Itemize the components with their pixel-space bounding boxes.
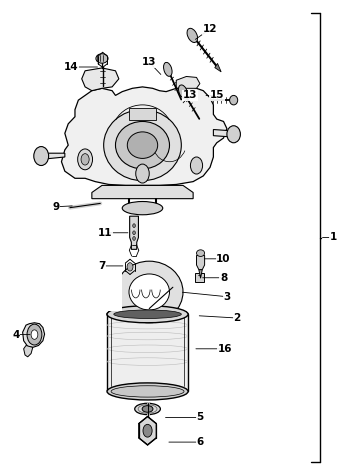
Ellipse shape <box>135 403 160 415</box>
Text: 1: 1 <box>330 232 337 243</box>
Bar <box>195 274 204 282</box>
Ellipse shape <box>187 28 198 42</box>
Ellipse shape <box>142 406 153 412</box>
Ellipse shape <box>197 250 205 256</box>
Text: 13: 13 <box>182 90 197 100</box>
Polygon shape <box>82 68 119 91</box>
Text: 2: 2 <box>233 313 241 323</box>
Text: 10: 10 <box>216 254 231 264</box>
Ellipse shape <box>104 110 181 180</box>
Text: 5: 5 <box>196 412 203 422</box>
Circle shape <box>81 154 89 165</box>
Text: 7: 7 <box>98 261 106 271</box>
Text: 3: 3 <box>223 292 231 302</box>
Ellipse shape <box>116 122 170 169</box>
Circle shape <box>143 424 152 437</box>
Circle shape <box>191 157 203 174</box>
Ellipse shape <box>230 95 238 105</box>
Polygon shape <box>41 153 65 159</box>
Ellipse shape <box>107 306 188 323</box>
Circle shape <box>133 224 135 228</box>
Ellipse shape <box>34 147 48 165</box>
Ellipse shape <box>127 132 158 158</box>
Circle shape <box>136 164 149 183</box>
Text: 12: 12 <box>203 24 217 34</box>
Bar <box>129 108 156 120</box>
Ellipse shape <box>107 308 188 321</box>
Polygon shape <box>139 417 156 445</box>
Text: 6: 6 <box>196 437 203 447</box>
Ellipse shape <box>116 261 183 323</box>
Polygon shape <box>213 130 234 137</box>
Text: 16: 16 <box>218 344 233 354</box>
Polygon shape <box>215 63 221 72</box>
Text: 13: 13 <box>142 57 157 67</box>
Ellipse shape <box>96 54 108 63</box>
Circle shape <box>78 149 93 170</box>
Ellipse shape <box>179 85 187 98</box>
Circle shape <box>31 330 38 339</box>
Ellipse shape <box>129 274 170 310</box>
Text: 15: 15 <box>210 90 224 100</box>
Polygon shape <box>129 216 138 249</box>
Circle shape <box>133 231 135 235</box>
Bar <box>105 273 122 311</box>
Text: 4: 4 <box>12 330 20 340</box>
Ellipse shape <box>111 386 184 397</box>
Polygon shape <box>197 256 205 270</box>
Ellipse shape <box>107 383 188 400</box>
Polygon shape <box>24 345 33 357</box>
Polygon shape <box>176 76 200 88</box>
Polygon shape <box>199 270 202 278</box>
Text: 14: 14 <box>64 62 79 72</box>
Polygon shape <box>61 86 227 185</box>
Polygon shape <box>23 323 45 347</box>
Text: 8: 8 <box>220 273 227 283</box>
Circle shape <box>133 237 135 240</box>
Ellipse shape <box>227 126 240 143</box>
Polygon shape <box>107 314 188 391</box>
Text: 11: 11 <box>98 228 113 238</box>
Polygon shape <box>92 185 193 199</box>
Text: 9: 9 <box>53 202 60 212</box>
Ellipse shape <box>163 62 172 76</box>
Circle shape <box>127 263 133 271</box>
Ellipse shape <box>114 310 181 318</box>
Circle shape <box>27 324 42 345</box>
Ellipse shape <box>122 201 163 215</box>
